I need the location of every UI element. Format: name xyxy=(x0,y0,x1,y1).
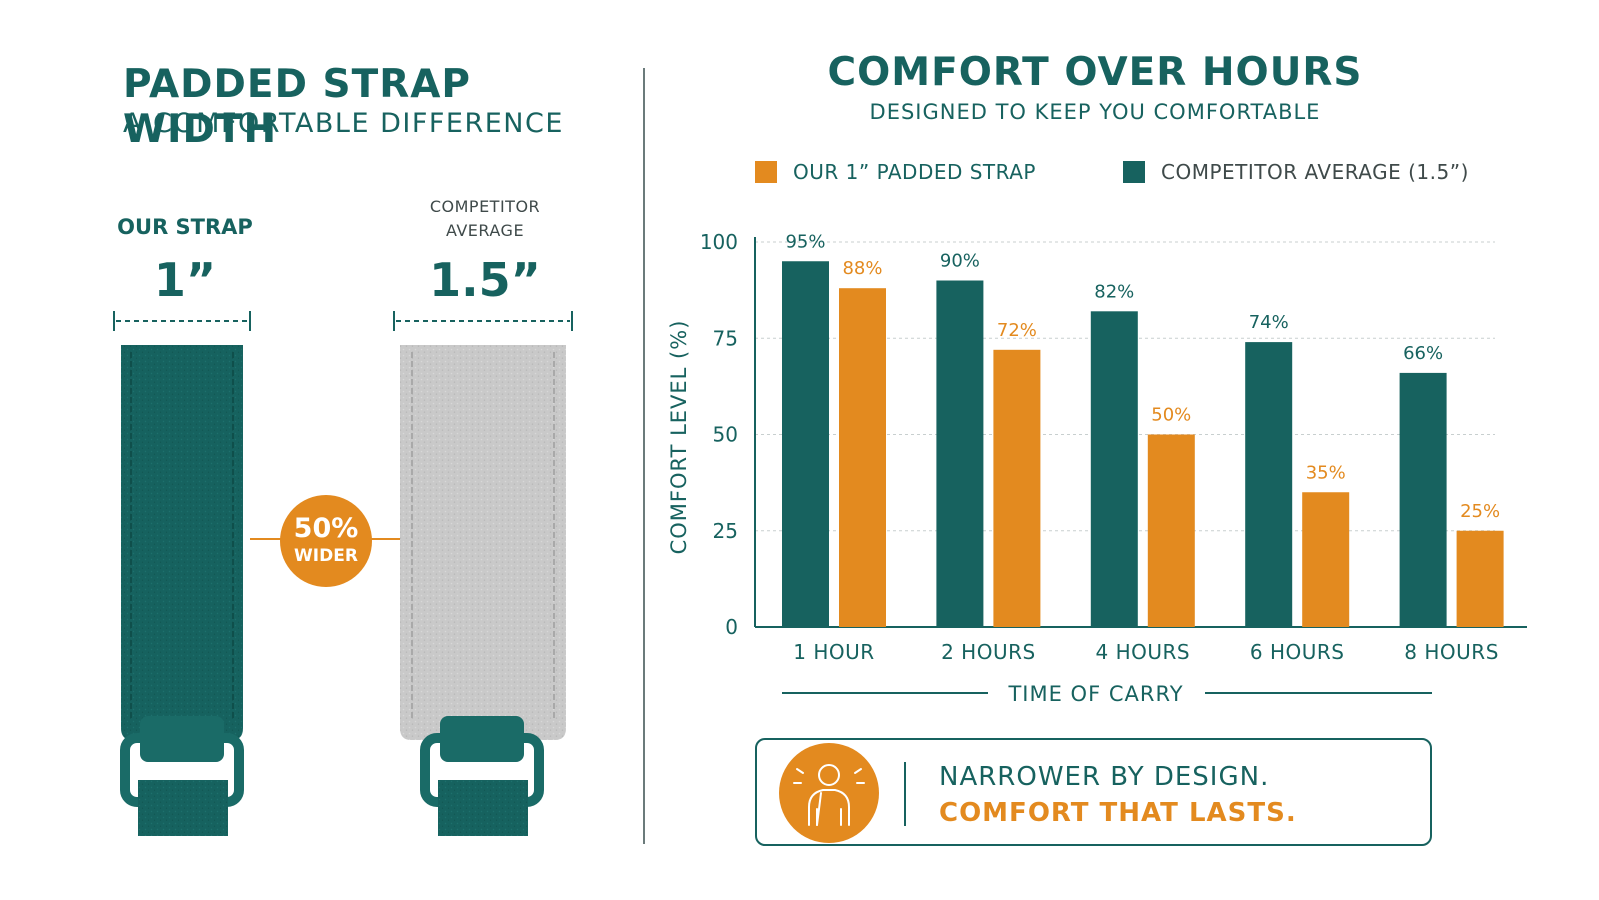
bar xyxy=(1302,492,1350,627)
strap-illustration xyxy=(113,311,573,836)
x-tick-label: 4 HOURS xyxy=(1096,640,1191,664)
competitor-label-line2: AVERAGE xyxy=(445,221,525,240)
data-label: 88% xyxy=(842,258,882,279)
legend-label-competitor: COMPETITOR AVERAGE (1.5”) xyxy=(1161,160,1469,184)
data-label: 95% xyxy=(785,231,825,252)
callout-box: NARROWER BY DESIGN. COMFORT THAT LASTS. xyxy=(755,738,1432,846)
bar xyxy=(1399,372,1447,627)
data-label: 82% xyxy=(1094,281,1134,302)
wider-badge: 50% WIDER xyxy=(280,495,372,587)
bar xyxy=(782,261,829,627)
left-title: PADDED STRAP WIDTH xyxy=(123,62,472,152)
data-label: 90% xyxy=(940,251,980,272)
data-label: 25% xyxy=(1460,501,1500,522)
our-width-dimension xyxy=(113,311,251,331)
legend-swatch-orange xyxy=(755,161,777,183)
x-tick-label: 2 HOURS xyxy=(941,640,1036,664)
competitor-label: COMPETITOR AVERAGE xyxy=(395,195,575,243)
x-tick-label: 1 HOUR xyxy=(793,640,874,664)
y-axis-label: COMFORT LEVEL (%) xyxy=(667,320,691,555)
data-label: 74% xyxy=(1249,312,1289,333)
our-strap-image xyxy=(120,345,244,836)
bar xyxy=(839,288,886,627)
bar xyxy=(1245,342,1293,627)
badge-word: WIDER xyxy=(294,546,358,566)
data-label: 50% xyxy=(1151,405,1191,426)
x-tick-label: 8 HOURS xyxy=(1404,640,1499,664)
callout-tagline: COMFORT THAT LASTS. xyxy=(939,798,1297,828)
data-label: 35% xyxy=(1306,462,1346,483)
callout-headline: NARROWER BY DESIGN. xyxy=(939,762,1270,792)
badge-percent: 50% xyxy=(293,513,359,544)
our-strap-label: OUR STRAP xyxy=(117,215,253,239)
left-subtitle: A COMFORTABLE DIFFERENCE xyxy=(123,108,564,139)
bar xyxy=(993,349,1041,627)
callout-separator xyxy=(904,762,906,826)
chart-subtitle: DESIGNED TO KEEP YOU COMFORTABLE xyxy=(869,100,1321,124)
y-tick-label: 25 xyxy=(713,519,738,543)
data-label: 72% xyxy=(997,320,1037,341)
competitor-width: 1.5” xyxy=(429,253,541,307)
chart-title: COMFORT OVER HOURS xyxy=(827,50,1363,95)
x-axis-label: TIME OF CARRY xyxy=(1007,682,1183,706)
y-tick-label: 100 xyxy=(700,230,738,254)
y-tick-label: 50 xyxy=(713,423,738,447)
panel-divider xyxy=(643,68,645,844)
x-tick-label: 6 HOURS xyxy=(1250,640,1345,664)
y-tick-label: 0 xyxy=(725,615,738,639)
our-strap-width: 1” xyxy=(153,253,217,307)
bar xyxy=(936,280,984,627)
data-label: 66% xyxy=(1403,343,1443,364)
competitor-width-dimension xyxy=(393,311,573,331)
legend-label-our-strap: OUR 1” PADDED STRAP xyxy=(793,160,1036,184)
person-icon xyxy=(779,743,879,843)
legend-swatch-teal xyxy=(1123,161,1145,183)
bar xyxy=(1147,434,1195,627)
competitor-label-line1: COMPETITOR xyxy=(429,197,541,216)
bar xyxy=(1090,311,1138,627)
y-tick-label: 75 xyxy=(713,326,738,350)
bar xyxy=(1456,530,1504,627)
competitor-strap-image xyxy=(400,345,566,836)
